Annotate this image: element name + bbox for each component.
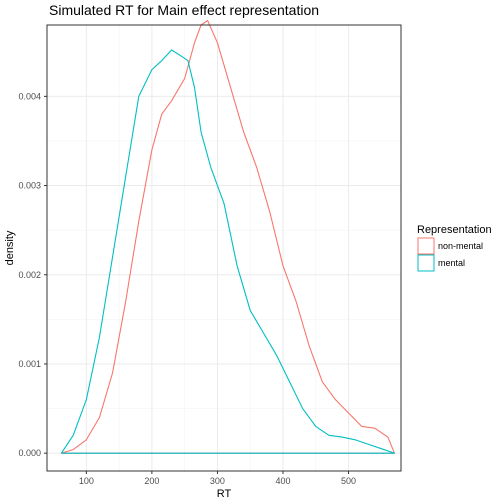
x-tick-label: 400: [275, 476, 290, 486]
legend: Representation non-mental mental: [417, 224, 492, 272]
x-tick-label: 100: [79, 476, 94, 486]
axis-ticks: 100 200 300 400 500 0.000 0.001 0.002 0.003 0.004: [18, 91, 356, 486]
legend-label-mental: mental: [438, 258, 465, 268]
density-curve-mental: [60, 49, 395, 454]
y-axis-title: density: [4, 230, 16, 265]
y-tick-label: 0.004: [18, 91, 41, 101]
y-tick-label: 0.000: [18, 448, 41, 458]
x-axis-title: RT: [217, 488, 232, 500]
x-tick-label: 500: [341, 476, 356, 486]
legend-title: Representation: [417, 224, 492, 236]
plot-area: [60, 19, 395, 454]
x-tick-label: 200: [144, 476, 159, 486]
panel-border: [46, 24, 402, 472]
legend-key-mental: [417, 254, 435, 272]
legend-key-non-mental: [417, 237, 435, 255]
density-curve-non-mental: [60, 19, 395, 454]
grid: [47, 25, 401, 471]
y-tick-label: 0.003: [18, 181, 41, 191]
x-tick-label: 300: [210, 476, 225, 486]
chart-title: Simulated RT for Main effect representat…: [49, 2, 319, 18]
legend-label-non-mental: non-mental: [438, 241, 483, 251]
y-tick-label: 0.002: [18, 270, 41, 280]
y-tick-label: 0.001: [18, 359, 41, 369]
